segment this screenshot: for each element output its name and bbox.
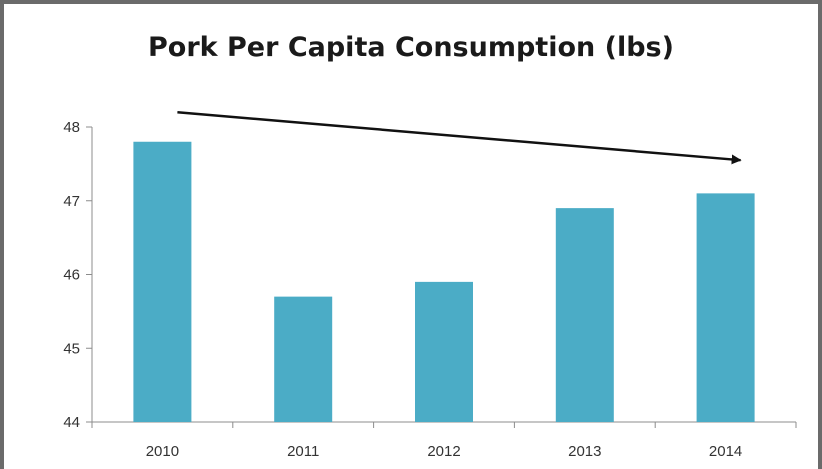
bar-2012 <box>415 281 473 422</box>
chart-title: Pork Per Capita Consumption (lbs) <box>148 32 674 63</box>
bar-2013 <box>555 208 614 422</box>
bar-2011 <box>274 296 333 422</box>
bar-2014 <box>696 193 755 422</box>
x-tick-label: 2013 <box>568 443 601 460</box>
x-tick-label: 2010 <box>146 443 179 460</box>
y-tick-label: 46 <box>63 267 80 284</box>
x-tick-label: 2011 <box>287 443 319 460</box>
bar-2010 <box>133 141 192 422</box>
x-tick-label: 2012 <box>427 443 460 460</box>
x-tick-label: 2014 <box>709 443 742 460</box>
y-tick-label: 44 <box>63 414 80 431</box>
y-tick-label: 48 <box>63 119 80 136</box>
y-tick-label: 47 <box>63 193 80 210</box>
trend-arrow <box>177 111 742 165</box>
y-tick-label: 45 <box>63 340 80 357</box>
